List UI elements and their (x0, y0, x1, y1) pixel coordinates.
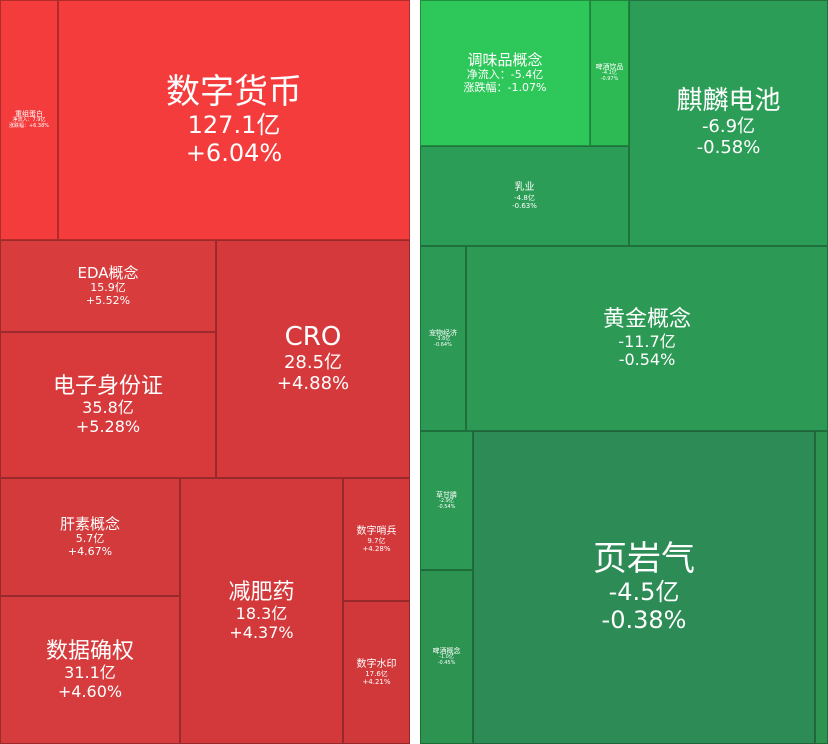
treemap-tile-szsb[interactable]: 数字哨兵 9.7亿 +4.28% (343, 478, 410, 601)
tile-change: +4.37% (229, 622, 294, 642)
tile-name: 调味品概念 (467, 50, 543, 69)
tile-change: +4.67% (67, 544, 113, 558)
tile-inflow: 127.1亿 (187, 110, 281, 139)
tile-change: -0.38% (601, 606, 687, 635)
tile-change: 涨跌幅：+6.38% (8, 123, 50, 130)
tile-inflow: -6.9亿 (701, 116, 756, 138)
tile-change: -0.54% (618, 350, 676, 370)
tile-name: CRO (284, 322, 342, 353)
tile-change: +5.28% (75, 416, 141, 436)
tile-inflow: -2.9亿 (439, 497, 454, 504)
tile-name: 乳业 (514, 182, 535, 194)
tile-inflow: 35.8亿 (82, 398, 134, 418)
tile-change: -0.45% (437, 660, 456, 667)
tile-inflow: 净流入：7.9亿 (12, 117, 46, 124)
treemap-tile-eda[interactable]: EDA概念 15.9亿 +5.52% (0, 240, 216, 332)
treemap-tile-ry[interactable]: 乳业 -4.8亿 -0.63% (420, 146, 629, 246)
tile-inflow: -4.1亿 (602, 70, 617, 77)
tile-name: 页岩气 (593, 539, 695, 580)
tile-change: +4.88% (276, 372, 350, 394)
tile-change: 涨跌幅：-1.07% (463, 80, 547, 94)
tile-name: 数字货币 (166, 71, 302, 112)
tile-change: -0.54% (437, 503, 456, 510)
treemap-tile-qldc[interactable]: 麒麟电池 -6.9亿 -0.58% (629, 0, 828, 246)
tile-name: 草甘膦 (436, 490, 457, 499)
treemap-tile-hjgn[interactable]: 黄金概念 -11.7亿 -0.54% (466, 246, 828, 431)
tile-inflow: 17.6亿 (365, 670, 388, 679)
treemap-tile-cgt[interactable]: 草甘膦 -2.9亿 -0.54% (420, 431, 473, 570)
tile-name: 肝素概念 (59, 514, 120, 533)
treemap-tile-szsy[interactable]: 数字水印 17.6亿 +4.21% (343, 601, 410, 744)
tile-inflow: 28.5亿 (283, 352, 343, 374)
tile-change: -0.58% (696, 136, 761, 158)
treemap-tile-pjgn[interactable]: 啤酒概念 -1.0亿 -0.45% (420, 570, 473, 744)
treemap-tile-edge[interactable] (815, 431, 828, 744)
tile-inflow: 15.9亿 (90, 280, 126, 294)
tile-name: EDA概念 (77, 263, 139, 282)
tile-inflow: 9.7亿 (367, 537, 386, 546)
treemap-tile-cro[interactable]: CRO 28.5亿 +4.88% (216, 240, 410, 478)
tile-change: -0.63% (512, 201, 537, 210)
tile-name: 电子身份证 (52, 373, 163, 399)
tile-name: 黄金概念 (602, 307, 691, 333)
tile-name: 数字水印 (356, 658, 397, 670)
treemap-tile-sjqq[interactable]: 数据确权 31.1亿 +4.60% (0, 596, 180, 744)
treemap-tile-cwjj[interactable]: 宠物经济 -3.8亿 -0.64% (420, 246, 466, 431)
treemap-tile-czdb[interactable]: 重组蛋白 净流入：7.9亿 涨跌幅：+6.38% (0, 0, 58, 240)
treemap-tile-twp[interactable]: 调味品概念 净流入：-5.4亿 涨跌幅：-1.07% (420, 0, 590, 146)
tile-name: 减肥药 (228, 579, 295, 605)
tile-inflow: -11.7亿 (618, 331, 676, 351)
tile-inflow: 净流入：-5.4亿 (466, 67, 544, 81)
tile-change: -0.64% (434, 341, 452, 348)
tile-change: +4.21% (362, 678, 391, 687)
tile-name: 数字哨兵 (356, 525, 397, 537)
treemap-tile-jfy[interactable]: 减肥药 18.3亿 +4.37% (180, 478, 343, 744)
treemap-tile-yyq[interactable]: 页岩气 -4.5亿 -0.38% (473, 431, 815, 744)
treemap-tile-sjdp[interactable]: 啤酒饮品 -4.1亿 -0.97% (590, 0, 629, 146)
tile-name: 宠物经济 (429, 328, 457, 337)
treemap-tile-szhb[interactable]: 数字货币 127.1亿 +6.04% (58, 0, 410, 240)
treemap-tile-dzsfz[interactable]: 电子身份证 35.8亿 +5.28% (0, 332, 216, 478)
tile-change: +6.04% (185, 138, 283, 167)
tile-name: 麒麟电池 (676, 86, 781, 117)
tile-inflow: -3.8亿 (435, 335, 451, 342)
tile-name: 重组蛋白 (15, 110, 43, 119)
tile-change: +5.52% (85, 293, 131, 307)
tile-inflow: 31.1亿 (64, 663, 116, 683)
tile-change: +4.60% (57, 681, 123, 701)
tile-inflow: -4.8亿 (514, 193, 535, 202)
tile-inflow: -1.0亿 (439, 654, 454, 661)
treemap-tile-gsgn[interactable]: 肝素概念 5.7亿 +4.67% (0, 478, 180, 596)
tile-inflow: 5.7亿 (75, 531, 105, 545)
tile-name: 啤酒饮品 (595, 63, 624, 72)
tile-change: -0.97% (600, 76, 619, 83)
panel-divider (410, 0, 420, 744)
tile-change: +4.28% (362, 545, 391, 554)
tile-name: 数据确权 (45, 638, 134, 664)
tile-inflow: -4.5亿 (608, 578, 680, 607)
tile-name: 啤酒概念 (432, 647, 461, 656)
tile-inflow: 18.3亿 (235, 604, 288, 624)
